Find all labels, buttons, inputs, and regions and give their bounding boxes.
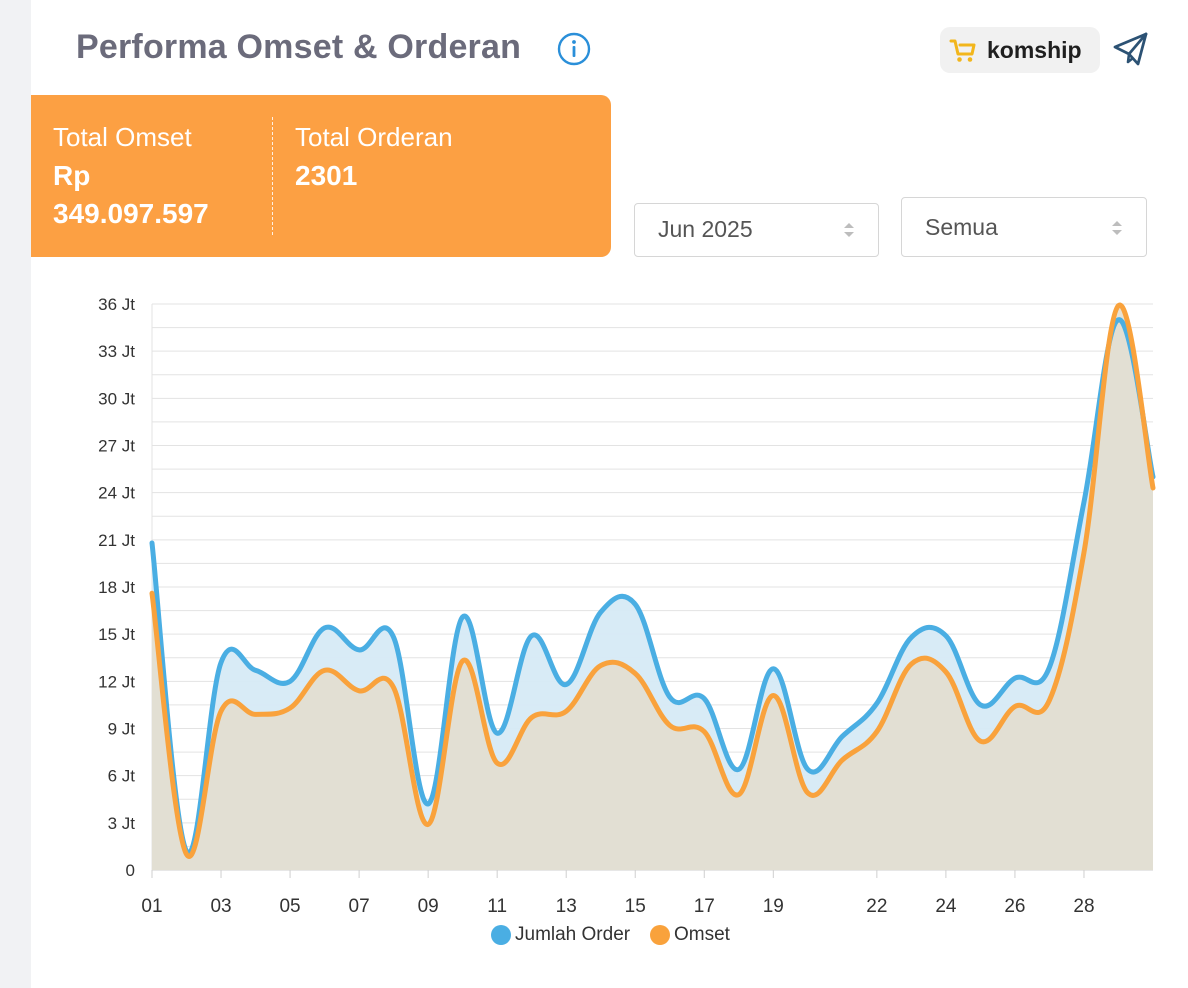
y-tick-label: 27 Jt [98, 437, 135, 456]
x-tick-label: 01 [141, 896, 162, 917]
y-tick-label: 33 Jt [98, 342, 135, 361]
info-icon[interactable] [557, 32, 591, 66]
y-tick-label: 30 Jt [98, 389, 135, 408]
chart-legend: Jumlah Order Omset [0, 922, 1188, 948]
cart-icon [949, 39, 976, 62]
legend-label-jumlah-order: Jumlah Order [515, 924, 631, 945]
page-title: Performa Omset & Orderan [76, 28, 522, 66]
x-tick-label: 13 [556, 896, 577, 917]
komship-brand-badge[interactable]: komship [940, 27, 1100, 73]
x-tick-label: 15 [625, 896, 646, 917]
y-tick-label: 15 Jt [98, 625, 135, 644]
month-select-value: Jun 2025 [658, 216, 753, 242]
y-tick-label: 12 Jt [98, 672, 135, 691]
x-tick-label: 24 [935, 896, 957, 917]
x-tick-label: 28 [1073, 896, 1094, 917]
y-tick-label: 0 [126, 861, 135, 880]
y-tick-label: 36 Jt [98, 295, 135, 314]
y-tick-label: 21 Jt [98, 531, 135, 550]
x-tick-label: 07 [349, 896, 370, 917]
x-axis-tick-labels: 01 03 05 07 09 11 13 15 17 19 22 24 26 28 [141, 870, 1095, 917]
legend-dot-jumlah-order [491, 925, 511, 945]
total-omset-label: Total Omset [53, 122, 192, 152]
y-axis-tick-labels: 0 3 Jt 6 Jt 9 Jt 12 Jt 15 Jt 18 Jt 21 Jt 24 Jt 27… [98, 295, 135, 880]
line-omset [149, 302, 1156, 859]
y-tick-label: 9 Jt [108, 720, 136, 739]
paper-plane-icon[interactable] [1112, 30, 1150, 68]
y-tick-label: 6 Jt [108, 767, 136, 786]
x-tick-label: 19 [763, 896, 784, 917]
month-select[interactable]: Jun 2025 [634, 203, 879, 257]
x-tick-label: 17 [694, 896, 715, 917]
y-tick-label: 24 Jt [98, 484, 135, 503]
x-tick-label: 03 [210, 896, 231, 917]
total-orderan-value: 2301 [295, 160, 358, 191]
total-orderan-label: Total Orderan [295, 122, 453, 152]
total-omset-currency: Rp [53, 160, 91, 191]
brand-name: komship [987, 37, 1082, 63]
y-tick-label: 3 Jt [108, 814, 136, 833]
y-tick-label: 18 Jt [98, 578, 135, 597]
x-tick-label: 09 [418, 896, 439, 917]
scope-select-value: Semua [925, 214, 998, 240]
x-tick-label: 22 [866, 896, 887, 917]
sort-caret-icon [1112, 221, 1122, 235]
x-tick-label: 26 [1004, 896, 1025, 917]
x-tick-label: 05 [279, 896, 300, 917]
sort-caret-icon [844, 223, 854, 237]
chart-lines [149, 302, 1156, 859]
legend-label-omset: Omset [674, 924, 730, 945]
summary-divider [272, 117, 273, 235]
x-tick-label: 11 [487, 896, 507, 917]
line-jumlah-order [149, 317, 1156, 856]
legend-dot-omset [650, 925, 670, 945]
summary-panel: Total Omset Rp 349.097.597 Total Orderan… [31, 95, 611, 257]
total-omset-value: 349.097.597 [53, 198, 209, 229]
scope-select[interactable]: Semua [901, 197, 1147, 257]
omset-order-area-chart: 0 3 Jt 6 Jt 9 Jt 12 Jt 15 Jt 18 Jt 21 Jt 24 Jt 27… [98, 295, 1156, 917]
